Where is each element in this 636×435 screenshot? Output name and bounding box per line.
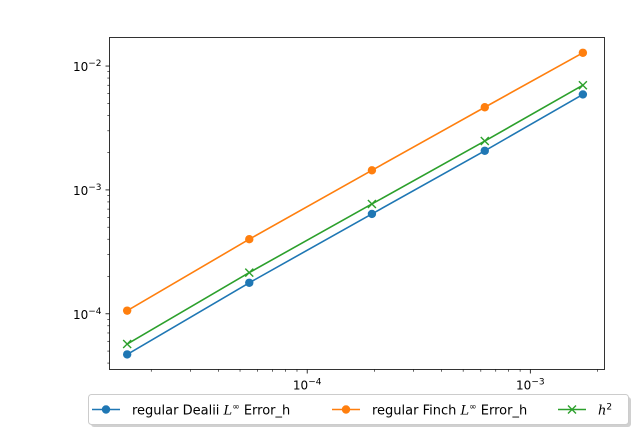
legend-label: regular Dealii L∞ Error_h: [132, 403, 290, 419]
series-0: [122, 90, 588, 359]
y-axis: 10−4 10−3 10−2: [73, 59, 110, 364]
data-point-circle: [480, 146, 489, 155]
data-point-x-marker: [578, 80, 588, 90]
x-tick-label: 10−3: [516, 378, 545, 393]
data-point-circle: [245, 278, 254, 287]
legend-label: regular Finch L∞ Error_h: [372, 403, 527, 419]
x-tick-label: 10−4: [293, 378, 322, 393]
plot-frame: [109, 37, 605, 370]
data-point-circle: [245, 235, 254, 244]
data-point-circle: [122, 350, 132, 359]
data-point-circle: [367, 209, 377, 219]
data-point-x-marker: [480, 136, 490, 146]
series-layer: [122, 48, 588, 359]
data-point-x-marker: [367, 199, 377, 209]
data-point-circle: [578, 90, 588, 99]
legend-circle-marker: [341, 405, 351, 414]
legend-circle-marker: [101, 405, 111, 414]
data-point-circle: [122, 306, 132, 315]
legend: regular Dealii L∞ Error_h regular Finch L…: [88, 394, 631, 427]
series-2: [122, 80, 588, 349]
y-tick-label: 10−2: [73, 59, 102, 74]
legend-entry-1: regular Finch L∞ Error_h: [332, 403, 527, 419]
legend-label: h2: [598, 403, 612, 419]
data-point-circle: [367, 166, 377, 175]
data-point-circle: [480, 103, 489, 112]
data-point-circle: [578, 48, 588, 57]
legend-entry-0: regular Dealii L∞ Error_h: [92, 403, 290, 419]
y-tick-label: 10−4: [73, 307, 102, 322]
legend-entry-2: h2: [558, 403, 612, 419]
y-tick-label: 10−3: [73, 183, 102, 198]
data-point-x-marker: [122, 339, 132, 349]
x-axis: 10−4 10−3: [150, 369, 598, 393]
data-point-x-marker: [244, 268, 254, 278]
series-1: [122, 48, 588, 315]
plot-background: [109, 37, 605, 370]
legend-x-marker: [567, 405, 577, 414]
